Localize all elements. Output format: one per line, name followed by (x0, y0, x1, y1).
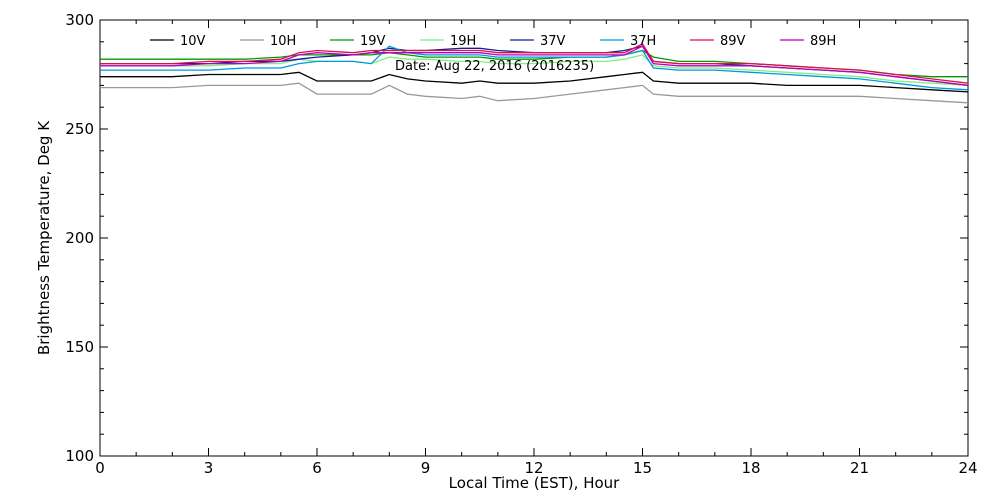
x-tick-label: 0 (95, 459, 105, 477)
legend-label-10v: 10V (180, 34, 206, 49)
series-line-10v (100, 71, 969, 93)
x-tick-label: 3 (204, 459, 214, 477)
x-tick-label: 21 (850, 459, 869, 477)
legend-label-89h: 89H (810, 34, 836, 49)
legend-label-19v: 19V (360, 34, 386, 49)
y-tick-label: 250 (65, 120, 94, 138)
legend-label-89v: 89V (720, 34, 746, 49)
x-tick-label: 24 (958, 459, 977, 477)
x-tick-label: 9 (421, 459, 431, 477)
series-lines (100, 43, 969, 104)
date-annotation: Date: Aug 22, 2016 (2016235) (395, 59, 594, 74)
y-tick-label: 100 (65, 447, 94, 465)
axis-ticks: 0 3 6 9 12 15 18 21 24 100 150 200 250 300 (65, 11, 977, 477)
y-tick-label: 200 (65, 229, 94, 247)
legend-label-19h: 19H (450, 34, 476, 49)
legend-label-37h: 37H (630, 34, 656, 49)
legend-label-37v: 37V (540, 34, 566, 49)
legend: 10V 10H 19V 19H 37V 37H 89V 89H (150, 34, 836, 49)
series-line-89v (100, 43, 969, 84)
series-line-37h (100, 45, 969, 91)
x-tick-label: 6 (312, 459, 322, 477)
x-axis-label: Local Time (EST), Hour (449, 474, 620, 492)
legend-label-10h: 10H (270, 34, 296, 49)
x-tick-label: 15 (633, 459, 652, 477)
y-axis-label: Brightness Temperature, Deg K (35, 120, 53, 355)
x-tick-label: 12 (524, 459, 543, 477)
series-line-19h (100, 54, 969, 87)
y-tick-label: 150 (65, 338, 94, 356)
x-tick-label: 18 (741, 459, 760, 477)
y-tick-label: 300 (65, 11, 94, 29)
series-line-89h (100, 45, 969, 87)
series-line-10h (100, 82, 969, 104)
